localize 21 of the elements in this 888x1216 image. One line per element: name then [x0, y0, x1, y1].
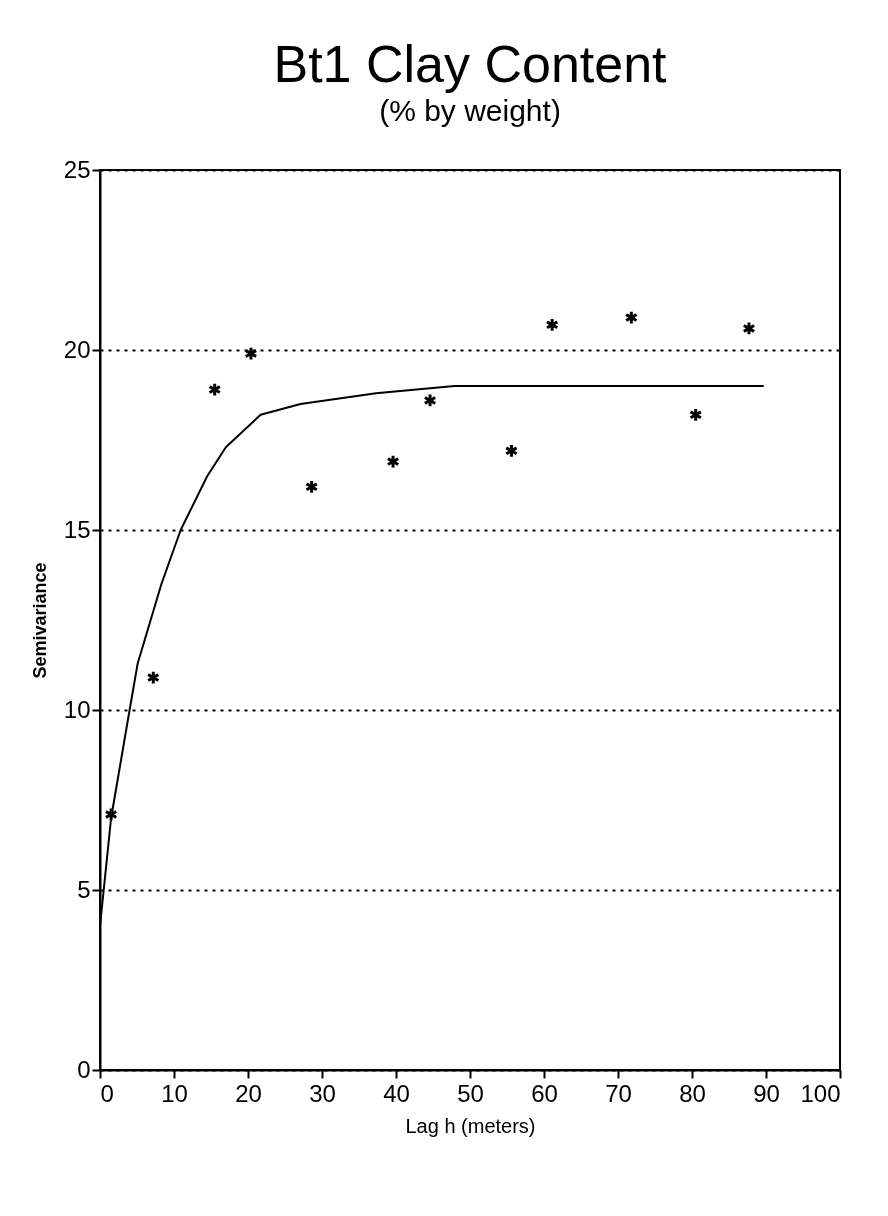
y-tick-label: 20	[63, 335, 91, 363]
y-tick-label: 25	[63, 155, 91, 183]
x-tick-label: 80	[679, 1079, 706, 1107]
y-tick-label: 15	[63, 515, 91, 543]
chart-title: Bt1 Clay Content	[273, 35, 668, 93]
x-tick-label: 30	[309, 1079, 336, 1107]
x-tick-label: 60	[531, 1079, 558, 1107]
x-tick-label: 90	[753, 1079, 780, 1107]
x-tick-label: 100	[800, 1079, 841, 1107]
y-axis-title: Semivariance	[29, 562, 50, 679]
chart-subtitle: (% by weight)	[379, 94, 561, 127]
x-tick-label: 20	[235, 1079, 262, 1107]
x-tick-label: 40	[383, 1079, 410, 1107]
y-tick-label: 10	[63, 695, 91, 723]
x-axis-title: Lag h (meters)	[405, 1114, 536, 1137]
y-tick-label: 0	[77, 1055, 91, 1083]
x-tick-label: 10	[161, 1079, 188, 1107]
x-tick-label: 50	[457, 1079, 484, 1107]
x-tick-label: 70	[605, 1079, 632, 1107]
y-tick-label: 5	[77, 875, 91, 903]
x-tick-label: 0	[100, 1079, 114, 1107]
